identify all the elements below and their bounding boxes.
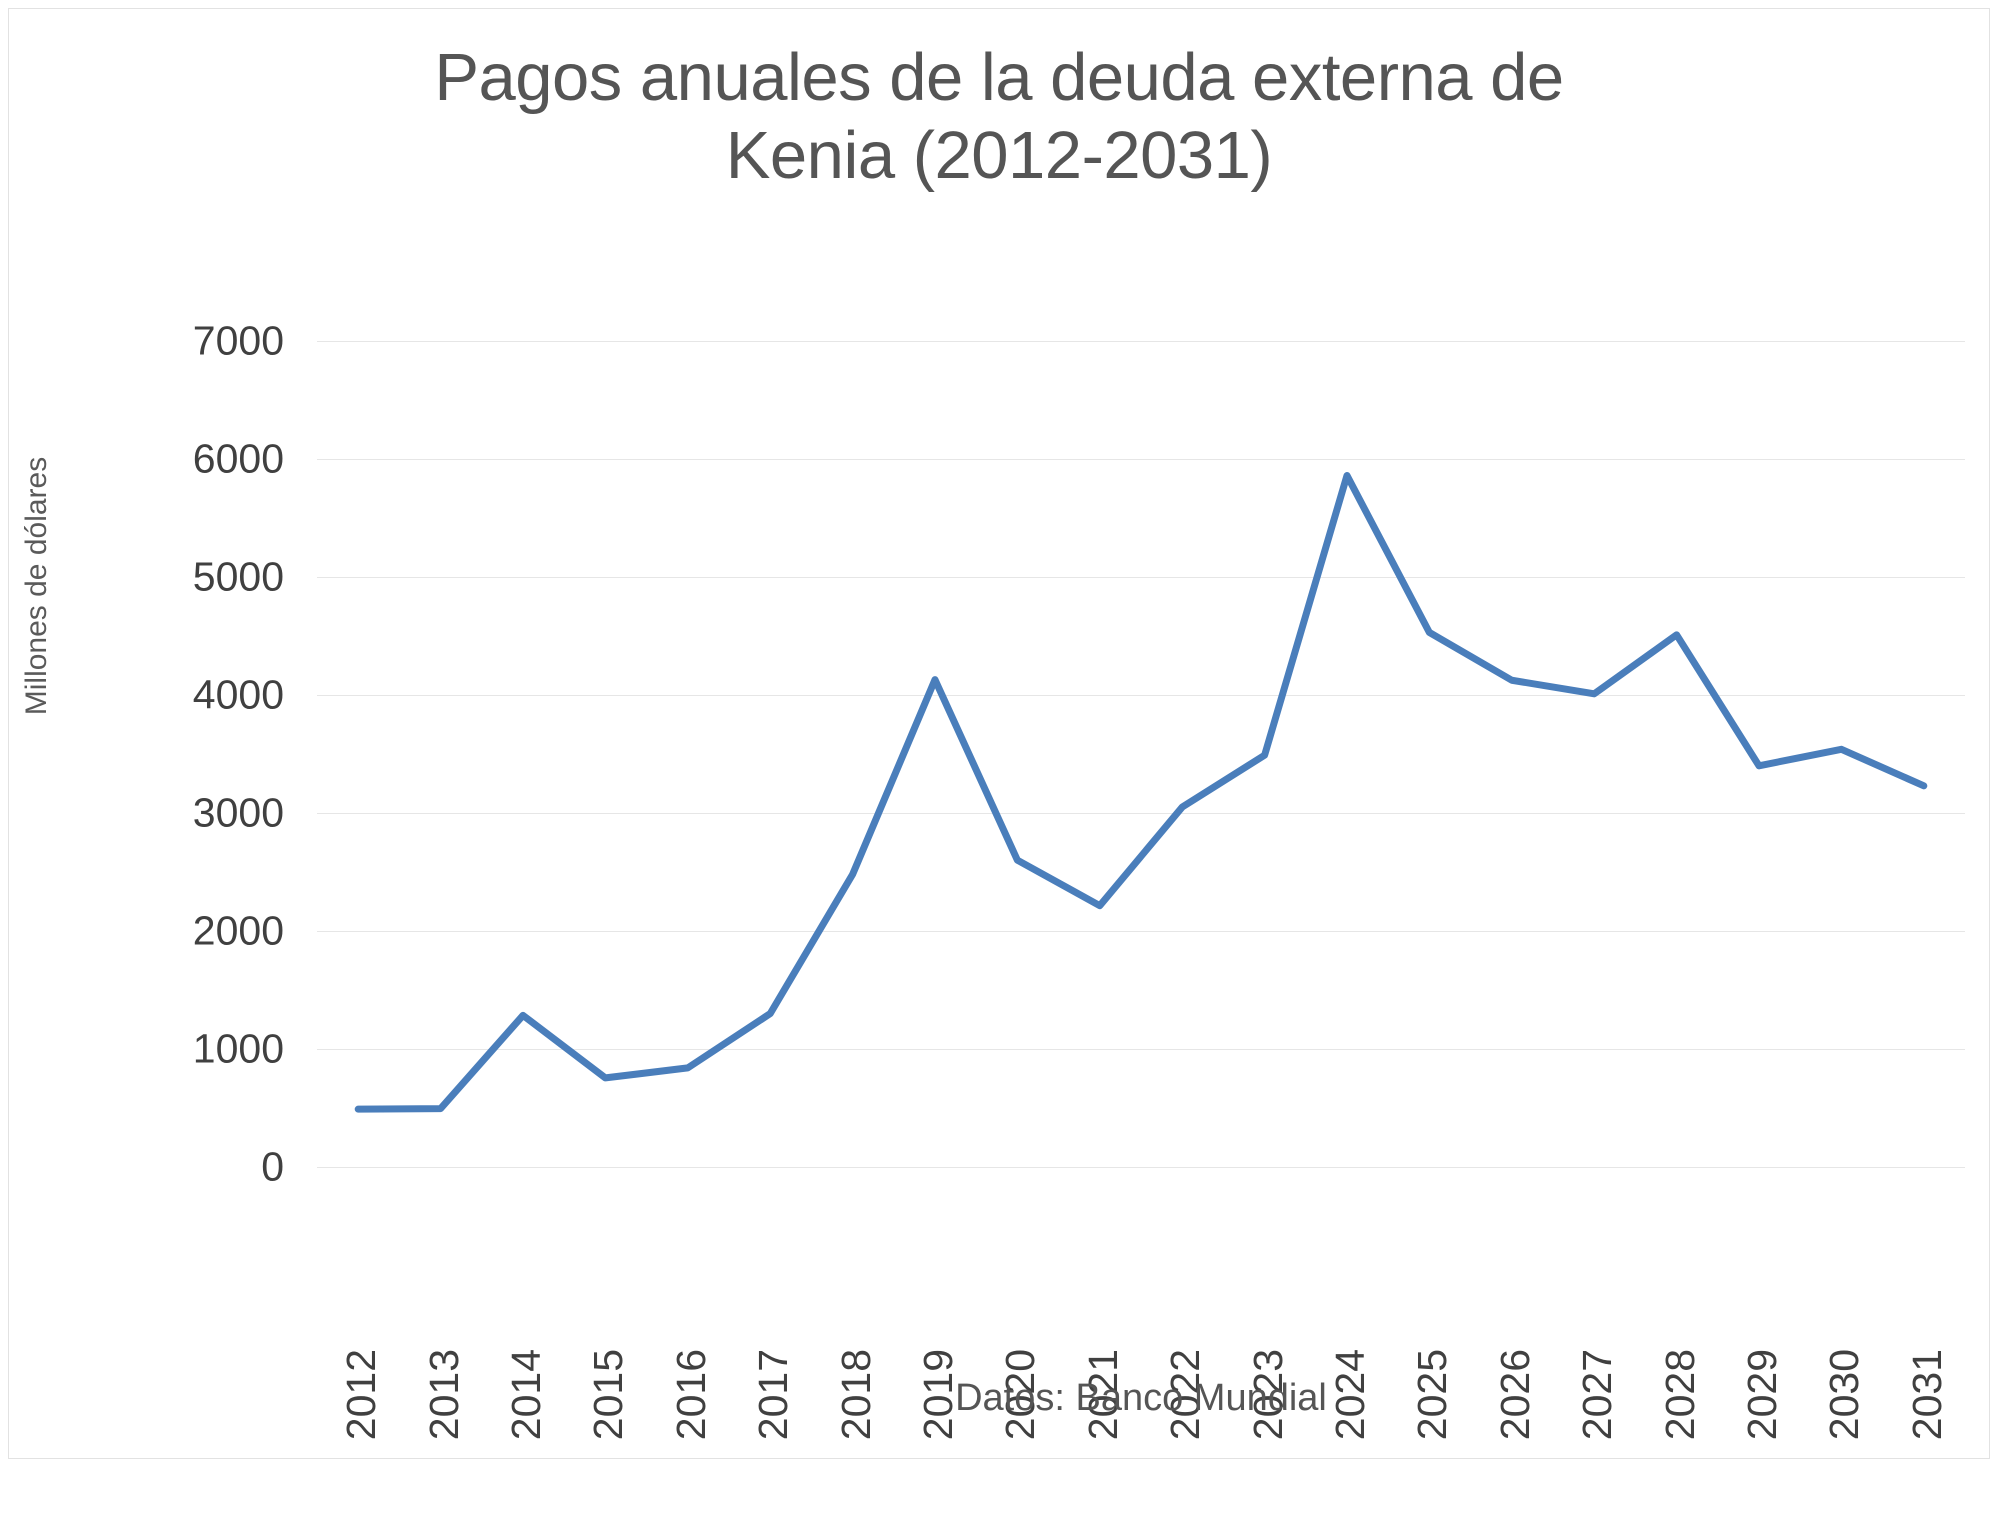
chart-title-line-1: Pagos anuales de la deuda externa de [434, 40, 1564, 115]
x-tick-label: 2031 [1903, 1349, 1950, 1441]
x-tick-label: 2020 [997, 1349, 1044, 1441]
y-tick-label: 5000 [192, 553, 284, 600]
x-tick-label: 2014 [503, 1349, 549, 1441]
x-tick-label: 2013 [420, 1349, 467, 1441]
y-tick-label: 6000 [192, 435, 284, 482]
x-tick-label: 2022 [1162, 1349, 1209, 1441]
x-tick-label: 2017 [750, 1349, 797, 1441]
gridline [317, 695, 1965, 696]
x-tick-label: 2023 [1244, 1349, 1291, 1441]
y-axis-title: Millones de dólares [20, 456, 53, 716]
x-tick-label: 2015 [585, 1349, 632, 1441]
y-tick-label: 1000 [192, 1025, 284, 1072]
gridline [317, 341, 1965, 342]
y-tick-label: 0 [261, 1143, 284, 1190]
x-tick-label: 2021 [1079, 1349, 1126, 1441]
x-axis-tick-labels: 2012 2013 2014 2015 2016 2017 2018 2019 2020 2021… [317, 1179, 1965, 1440]
x-tick-label: 2019 [915, 1349, 961, 1441]
plot-area [317, 341, 1965, 1168]
chart-title: Pagos anuales de la deuda externa de Ken… [9, 39, 1989, 194]
gridline [317, 459, 1965, 460]
series-polyline [354, 472, 1928, 1113]
gridline [317, 577, 1965, 578]
x-tick-label: 2018 [832, 1349, 879, 1441]
line-series [354, 472, 1928, 1113]
y-tick-label: 4000 [192, 671, 284, 718]
x-tick-label: 2028 [1656, 1349, 1703, 1441]
chart-container: Pagos anuales de la deuda externa de Ken… [8, 8, 1990, 1459]
x-tick-label: 2024 [1327, 1349, 1373, 1441]
gridline [317, 1167, 1965, 1168]
chart-caption: Datos: Banco Mundial [955, 1377, 1327, 1419]
x-tick-label: 2016 [667, 1349, 714, 1441]
x-tick-label: 2029 [1739, 1349, 1785, 1441]
gridline [317, 931, 1965, 932]
gridline [317, 1049, 1965, 1050]
x-tick-label: 2026 [1491, 1349, 1538, 1441]
x-tick-label: 2027 [1574, 1349, 1621, 1441]
y-tick-label: 3000 [192, 789, 284, 836]
x-tick-label: 2012 [338, 1349, 385, 1441]
gridline [317, 813, 1965, 814]
chart-title-line-2: Kenia (2012-2031) [725, 117, 1273, 193]
y-tick-label: 2000 [192, 907, 284, 954]
y-tick-label: 7000 [192, 317, 284, 364]
x-tick-label: 2030 [1821, 1349, 1868, 1441]
y-axis-tick-labels: 0 1000 2000 3000 4000 5000 6000 7000 [119, 9, 284, 1458]
x-tick-label: 2025 [1409, 1349, 1456, 1441]
